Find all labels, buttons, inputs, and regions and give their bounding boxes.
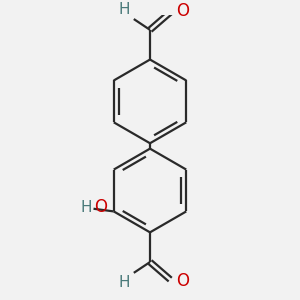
Text: H: H [118,275,130,290]
Text: O: O [94,198,107,216]
Text: H: H [81,200,92,215]
Text: H: H [118,2,130,17]
Text: O: O [176,272,189,290]
Text: O: O [176,2,189,20]
